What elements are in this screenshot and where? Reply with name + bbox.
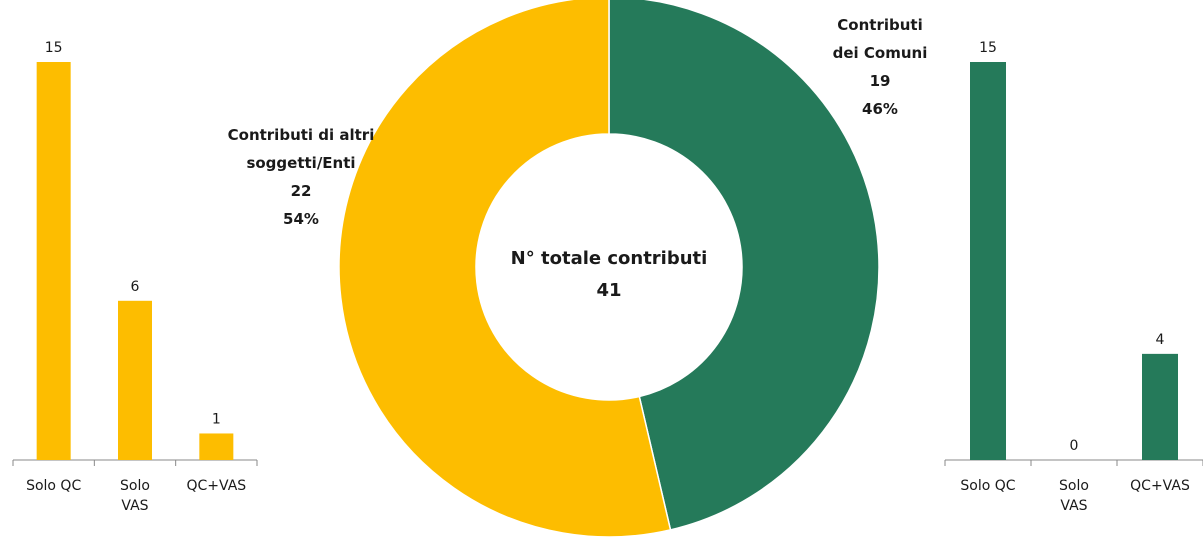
right-bar-chart: 15 Solo QC 0 Solo VAS 4 QC+VAS — [944, 40, 1203, 514]
left-data-label-2: 1 — [212, 411, 221, 427]
left-data-label-0: 15 — [45, 40, 63, 56]
left-bar-0 — [36, 62, 71, 460]
left-category-label-0: Solo QC — [26, 478, 81, 494]
right-bar-2 — [1142, 353, 1178, 460]
right-category-label-2: QC+VAS — [1130, 478, 1190, 494]
donut-slice-label-1: soggetti/Enti — [246, 154, 355, 172]
right-category-label-1: VAS — [1060, 498, 1087, 514]
donut-slice-label-1: 22 — [291, 182, 312, 200]
donut-chart: Contributi dei Comuni 19 46% Contributi di a… — [228, 0, 928, 538]
right-data-label-2: 4 — [1156, 332, 1165, 348]
left-category-label-1: VAS — [121, 498, 148, 514]
donut-slice-1 — [338, 0, 672, 538]
donut-slice-label-1: 54% — [283, 210, 319, 228]
right-bar-0 — [970, 62, 1006, 460]
donut-slice-label-0: Contributi — [837, 16, 922, 34]
left-category-label-1: Solo — [120, 478, 150, 494]
donut-slice-label-0: 46% — [862, 100, 898, 118]
donut-slice-label-1: Contributi di altri — [228, 126, 375, 144]
right-data-label-1: 0 — [1070, 438, 1079, 454]
left-bar-2 — [199, 433, 234, 460]
left-bar-chart: 15 Solo QC 6 Solo VAS 1 QC+VAS — [12, 40, 258, 514]
right-data-label-0: 15 — [979, 40, 997, 56]
left-category-label-2: QC+VAS — [186, 478, 246, 494]
donut-slice-label-0: dei Comuni — [833, 44, 928, 62]
right-category-label-1: Solo — [1059, 478, 1089, 494]
left-bar-1 — [118, 300, 152, 460]
donut-slice-0 — [608, 0, 880, 531]
right-category-label-0: Solo QC — [960, 478, 1015, 494]
donut-center-total: 41 — [596, 280, 621, 301]
donut-center-title: N° totale contributi — [511, 248, 708, 269]
left-data-label-1: 6 — [131, 279, 140, 295]
donut-slice-label-0: 19 — [870, 72, 891, 90]
